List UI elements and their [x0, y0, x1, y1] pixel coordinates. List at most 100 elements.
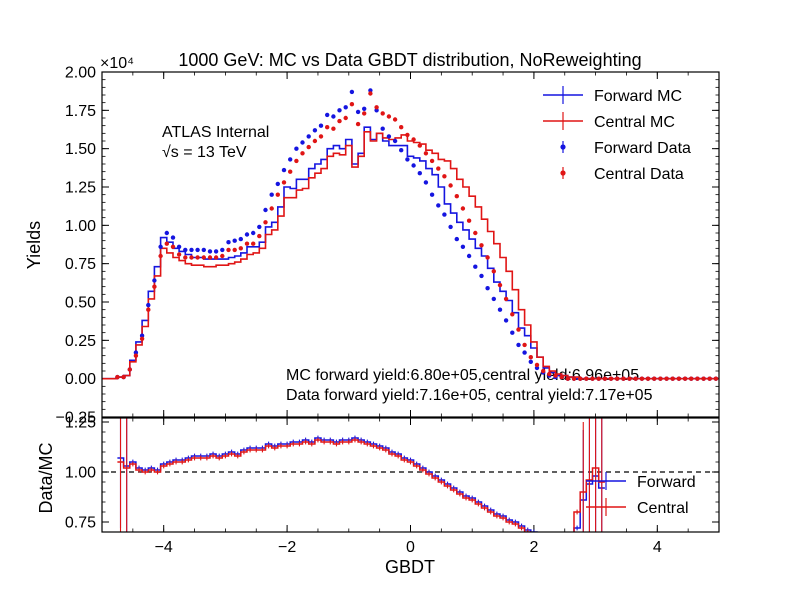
- data-point-central-data: [448, 183, 453, 188]
- data-point-forward-data: [411, 163, 416, 168]
- data-point-forward-data: [269, 192, 274, 197]
- data-point-forward-data: [337, 108, 342, 113]
- data-point-central-data: [553, 373, 558, 378]
- data-point-forward-data: [454, 236, 459, 242]
- data-point-central-data: [121, 374, 126, 380]
- data-point-central-data: [139, 336, 145, 341]
- data-point-forward-data: [485, 286, 490, 291]
- data-point-central-data: [510, 312, 515, 317]
- data-point-central-data: [269, 206, 274, 211]
- data-point-central-data: [176, 252, 182, 257]
- data-point-forward-data: [275, 181, 280, 187]
- data-point-central-data: [670, 376, 675, 381]
- data-point-central-data: [201, 255, 206, 260]
- data-point-central-data: [429, 158, 435, 164]
- x-axis-label: GBDT: [385, 557, 435, 577]
- data-point-forward-data: [466, 253, 472, 259]
- data-point-forward-data: [213, 249, 219, 254]
- main-panel-frame: [101, 71, 720, 418]
- data-point-central-data: [584, 376, 589, 381]
- data-point-central-data: [349, 102, 355, 107]
- data-point-central-data: [707, 376, 712, 381]
- data-point-forward-data: [306, 134, 311, 139]
- data-point-forward-data: [164, 230, 169, 236]
- data-point-central-data: [479, 243, 484, 248]
- data-point-forward-data: [448, 224, 453, 230]
- data-point-central-data: [331, 126, 336, 131]
- y-tick-label: 1.00: [65, 465, 96, 482]
- data-point-central-data: [534, 362, 540, 368]
- data-point-central-data: [251, 241, 256, 246]
- data-point-central-data: [244, 241, 250, 246]
- y-tick-label: 0.75: [65, 515, 96, 532]
- x-tick-label: 0: [406, 539, 415, 556]
- data-point-central-data: [281, 180, 287, 185]
- data-point-central-data: [454, 194, 459, 199]
- data-point-central-data: [257, 233, 262, 239]
- data-point-forward-data: [318, 123, 324, 128]
- data-point-central-data: [325, 125, 330, 130]
- data-point-central-data: [207, 255, 213, 260]
- legend-label: Forward MC: [594, 88, 682, 105]
- data-point-forward-data: [139, 333, 145, 338]
- x-tick-label: −2: [278, 539, 296, 556]
- data-point-central-data: [337, 118, 342, 124]
- data-point-forward-data: [423, 180, 429, 185]
- legend-label: Forward Data: [594, 140, 691, 157]
- data-point-central-data: [380, 111, 385, 116]
- ratio-line-forward: [117, 437, 605, 532]
- energy-label: √s = 13 TeV: [162, 144, 247, 161]
- data-point-central-data: [497, 282, 503, 288]
- data-point-forward-data: [152, 278, 157, 283]
- legend-marker: [560, 170, 566, 176]
- data-point-central-data: [158, 253, 163, 259]
- data-point-forward-data: [491, 296, 496, 302]
- y-tick-label: 1.25: [65, 415, 96, 432]
- data-point-central-data: [516, 327, 521, 332]
- data-point-forward-data: [429, 192, 435, 197]
- series-line-forward-mc: [102, 126, 719, 380]
- data-point-central-data: [417, 143, 422, 148]
- x-tick-label: 4: [653, 539, 662, 556]
- data-point-forward-data: [331, 114, 336, 119]
- data-point-central-data: [615, 376, 620, 381]
- data-point-forward-data: [257, 224, 262, 230]
- data-point-central-data: [528, 355, 533, 360]
- y-tick-label: −0.25: [56, 410, 97, 427]
- main-legend: Forward MC Central MC Forward Data Central …: [543, 86, 691, 183]
- data-point-central-data: [695, 376, 700, 381]
- data-point-forward-data: [133, 350, 139, 355]
- data-point-central-data: [676, 376, 682, 381]
- data-point-central-data: [664, 376, 669, 381]
- data-point-central-data: [652, 376, 657, 381]
- data-point-forward-data: [226, 240, 231, 245]
- legend-label: Central MC: [594, 114, 675, 131]
- data-point-central-data: [232, 247, 237, 253]
- data-point-forward-data: [238, 236, 243, 242]
- data-point-central-data: [152, 284, 157, 289]
- y-tick-label: 0.00: [65, 371, 96, 388]
- main-y-axis-label: Yields: [24, 221, 44, 269]
- data-point-forward-data: [158, 244, 163, 249]
- data-point-central-data: [183, 255, 188, 260]
- data-point-forward-data: [232, 238, 237, 243]
- data-point-forward-data: [170, 235, 176, 240]
- data-point-forward-data: [294, 146, 299, 151]
- data-point-forward-data: [220, 247, 225, 253]
- data-point-central-data: [213, 255, 219, 260]
- data-point-central-data: [411, 137, 416, 142]
- data-point-forward-data: [195, 247, 200, 253]
- data-point-forward-data: [522, 350, 527, 355]
- y-tick-label: 1.50: [65, 141, 96, 158]
- data-point-forward-data: [343, 105, 348, 110]
- data-point-central-data: [466, 218, 472, 223]
- data-point-central-data: [473, 230, 478, 236]
- data-point-central-data: [133, 353, 139, 358]
- data-point-central-data: [485, 255, 490, 260]
- data-point-forward-data: [146, 302, 151, 308]
- data-point-central-data: [491, 269, 496, 274]
- experiment-label: ATLAS Internal: [162, 124, 269, 141]
- mc-yield-annotation: MC forward yield:6.80e+05,central yield:…: [286, 367, 639, 384]
- data-point-forward-data: [510, 330, 515, 335]
- data-point-central-data: [596, 376, 601, 381]
